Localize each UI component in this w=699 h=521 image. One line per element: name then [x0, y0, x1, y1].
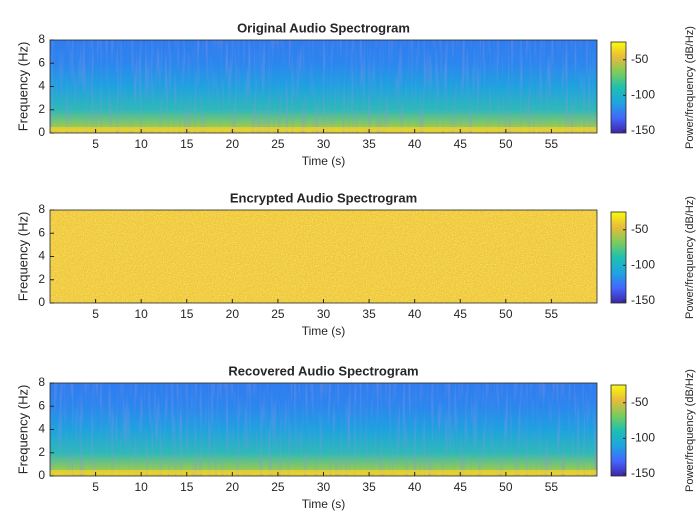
colorbar-tick-label: -50 [631, 395, 649, 409]
x-tick-label: 30 [317, 480, 331, 494]
colorbar-tick-label: -150 [631, 466, 655, 480]
colorbar-tick-label: -100 [631, 430, 655, 444]
x-tick-label: 30 [317, 307, 331, 321]
x-tick-label: 20 [226, 137, 240, 151]
x-tick-label: 25 [271, 307, 285, 321]
x-tick-label: 30 [317, 137, 331, 151]
x-tick-label: 55 [545, 307, 559, 321]
x-tick-label: 15 [180, 137, 194, 151]
y-tick-label: 4 [38, 422, 45, 436]
colorbar-tick-label: -150 [631, 123, 655, 137]
x-tick-label: 25 [271, 480, 285, 494]
x-tick-label: 25 [271, 137, 285, 151]
colorbar-label: Power/frequency (dB/Hz) [684, 369, 696, 492]
x-tick-label: 50 [499, 307, 513, 321]
y-tick-label: 8 [38, 32, 45, 46]
x-tick-label: 10 [134, 480, 148, 494]
colorbar-tick-label: -150 [631, 293, 655, 307]
figure: Original Audio Spectrogram51015202530354… [0, 0, 699, 521]
spectrogram-streaks [50, 383, 597, 476]
x-tick-label: 40 [408, 480, 422, 494]
x-tick-label: 50 [499, 480, 513, 494]
x-tick-label: 15 [180, 480, 194, 494]
colorbar-tick-label: -50 [631, 222, 649, 236]
y-axis-label: Frequency (Hz) [15, 42, 30, 132]
y-tick-label: 2 [38, 272, 45, 286]
y-axis-label: Frequency (Hz) [15, 385, 30, 475]
y-tick-label: 8 [38, 202, 45, 216]
y-tick-label: 2 [38, 102, 45, 116]
colorbar [611, 212, 626, 303]
x-tick-label: 40 [408, 307, 422, 321]
chart-title: Recovered Audio Spectrogram [228, 363, 418, 378]
y-tick-label: 6 [38, 398, 45, 412]
y-tick-label: 4 [38, 79, 45, 93]
y-tick-label: 6 [38, 225, 45, 239]
y-tick-label: 6 [38, 55, 45, 69]
x-tick-label: 45 [454, 307, 468, 321]
x-tick-label: 5 [92, 480, 99, 494]
x-tick-label: 55 [545, 137, 559, 151]
x-tick-label: 50 [499, 137, 513, 151]
x-tick-label: 55 [545, 480, 559, 494]
spectrogram-noise [50, 210, 597, 303]
colorbar [611, 42, 626, 133]
y-tick-label: 0 [38, 295, 45, 309]
chart-title: Encrypted Audio Spectrogram [230, 190, 417, 205]
colorbar-tick-label: -100 [631, 87, 655, 101]
y-tick-label: 4 [38, 249, 45, 263]
x-tick-label: 45 [454, 480, 468, 494]
chart-title: Original Audio Spectrogram [237, 20, 410, 35]
x-tick-label: 35 [362, 137, 376, 151]
x-axis-label: Time (s) [302, 324, 346, 338]
x-tick-label: 40 [408, 137, 422, 151]
colorbar-tick-label: -100 [631, 257, 655, 271]
colorbar-label: Power/frequency (dB/Hz) [684, 196, 696, 319]
x-axis-label: Time (s) [302, 154, 346, 168]
spectrogram-streaks [50, 40, 597, 133]
y-tick-label: 0 [38, 468, 45, 482]
colorbar-tick-label: -50 [631, 52, 649, 66]
y-tick-label: 0 [38, 125, 45, 139]
y-tick-label: 8 [38, 375, 45, 389]
x-tick-label: 15 [180, 307, 194, 321]
x-tick-label: 35 [362, 307, 376, 321]
x-tick-label: 35 [362, 480, 376, 494]
x-tick-label: 20 [226, 480, 240, 494]
y-tick-label: 2 [38, 445, 45, 459]
colorbar-label: Power/frequency (dB/Hz) [684, 26, 696, 149]
x-tick-label: 20 [226, 307, 240, 321]
x-tick-label: 45 [454, 137, 468, 151]
x-tick-label: 5 [92, 307, 99, 321]
x-tick-label: 10 [134, 307, 148, 321]
x-tick-label: 5 [92, 137, 99, 151]
colorbar [611, 385, 626, 476]
x-axis-label: Time (s) [302, 497, 346, 511]
x-tick-label: 10 [134, 137, 148, 151]
y-axis-label: Frequency (Hz) [15, 212, 30, 302]
